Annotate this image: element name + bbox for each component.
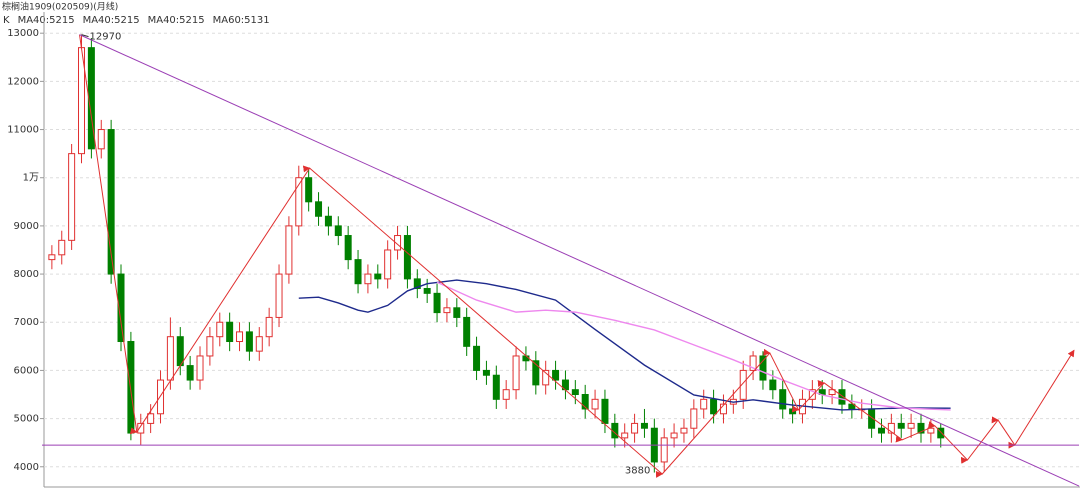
candle-body	[354, 259, 362, 285]
candle-body	[700, 398, 708, 410]
candle-body	[176, 336, 184, 367]
candle-body	[601, 398, 609, 424]
candle-body	[640, 422, 648, 429]
candle-body	[660, 437, 668, 463]
legend-entry: MA40:5215	[18, 15, 75, 26]
candle-body	[433, 292, 441, 314]
candle-body	[166, 336, 174, 381]
trend-line	[79, 34, 1075, 478]
candle-body	[769, 379, 777, 391]
candle-body	[423, 288, 431, 294]
y-tick-label: 9000	[14, 221, 39, 232]
candle-body	[877, 427, 885, 434]
candle-body	[512, 355, 520, 391]
candle-body	[157, 379, 165, 415]
candle-body	[68, 153, 76, 241]
legend-entry: MA40:5215	[148, 15, 205, 26]
candle-body	[48, 254, 56, 261]
high-annotation: 12970	[90, 32, 122, 43]
candle-body	[127, 341, 135, 434]
candle-body	[236, 331, 244, 343]
legend-entry: MA60:5131	[213, 15, 270, 26]
candle-body	[255, 336, 263, 352]
candle-body	[324, 215, 332, 227]
candle-body	[680, 427, 688, 434]
candle-body	[315, 201, 323, 217]
candle-body	[789, 408, 797, 415]
candle-body	[196, 355, 204, 381]
candle-body	[206, 336, 214, 357]
candle-body	[631, 422, 639, 434]
candle-body	[759, 355, 767, 381]
candle-body	[621, 432, 629, 439]
legend: K MA40:5215 MA40:5215 MA40:5215 MA60:5131	[3, 15, 270, 26]
candle-body	[305, 177, 313, 203]
candle-body	[137, 422, 145, 434]
candle-body	[710, 398, 718, 415]
candle-body	[779, 389, 787, 410]
legend-entry: K	[3, 15, 10, 26]
legend-entry: MA40:5215	[83, 15, 140, 26]
candle-body	[216, 321, 224, 338]
candle-body	[492, 374, 500, 400]
candle-body	[482, 369, 490, 376]
candle-body	[690, 408, 698, 429]
candle-body	[245, 331, 253, 352]
candle-body	[364, 273, 372, 285]
candle-body	[265, 316, 273, 338]
y-tick-label: 1万	[23, 173, 39, 184]
trend-line	[79, 34, 1080, 487]
y-tick-label: 13000	[7, 28, 39, 39]
candle-body	[907, 422, 915, 429]
chart-title: 棕榈油1909(020509)(月线)	[2, 1, 118, 13]
candle-body	[384, 249, 392, 280]
y-tick-label: 11000	[7, 125, 39, 136]
candle-body	[107, 129, 115, 275]
candle-body	[186, 365, 194, 381]
candle-body	[453, 307, 461, 318]
y-tick-label: 7000	[14, 317, 39, 328]
candle-body	[502, 389, 510, 400]
y-tick-label: 8000	[14, 269, 39, 280]
annotation-pointer	[81, 34, 89, 38]
candle-body	[97, 129, 105, 150]
low-annotation: 3880	[625, 466, 650, 477]
candle-body	[226, 321, 234, 343]
candle-body	[591, 398, 599, 410]
y-tick-label: 6000	[14, 365, 39, 376]
candle-body	[463, 316, 471, 347]
candle-body	[670, 432, 678, 439]
candle-body	[334, 225, 342, 237]
y-tick-label: 12000	[7, 76, 39, 87]
candle-body	[58, 239, 66, 256]
candle-body	[374, 273, 382, 280]
candle-body	[117, 273, 125, 343]
candle-body	[403, 235, 411, 280]
candle-body	[344, 235, 352, 261]
candle-body	[275, 273, 283, 318]
candle-body	[522, 355, 530, 362]
candle-body	[443, 307, 451, 314]
candle-body	[147, 413, 155, 424]
candle-body	[285, 225, 293, 275]
candle-body	[897, 422, 905, 429]
candle-body	[473, 345, 481, 371]
candle-body	[552, 369, 560, 381]
candle-body	[571, 389, 579, 396]
y-tick-label: 4000	[14, 462, 39, 473]
y-tick-label: 5000	[14, 414, 39, 425]
